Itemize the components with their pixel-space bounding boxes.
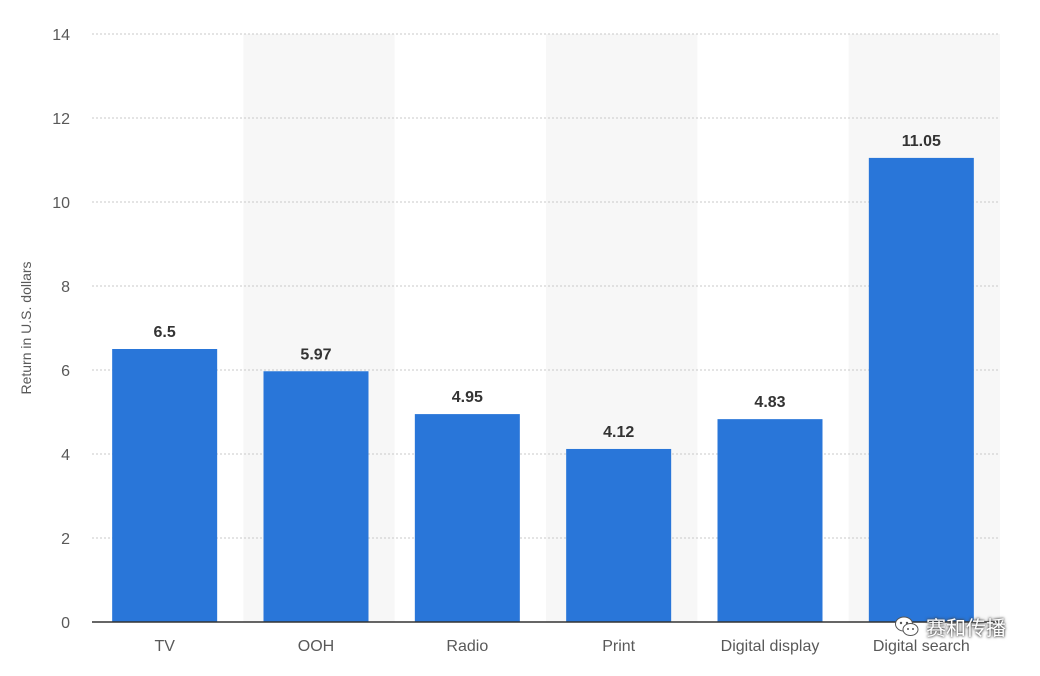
alternating-bands xyxy=(243,34,1000,622)
x-tick-label: Digital display xyxy=(721,638,820,655)
value-label: 4.83 xyxy=(754,394,785,411)
y-tick-label: 8 xyxy=(61,279,70,296)
y-axis-ticks: 0 2 4 6 8 10 12 14 xyxy=(52,27,70,632)
value-label: 11.05 xyxy=(902,133,941,150)
x-tick-label: TV xyxy=(154,638,175,655)
bars xyxy=(112,157,974,622)
y-axis-title: Return in U.S. dollars xyxy=(18,261,34,394)
wechat-icon xyxy=(895,616,919,636)
y-tick-label: 4 xyxy=(61,447,70,464)
bar xyxy=(414,414,520,622)
y-tick-label: 14 xyxy=(52,27,70,44)
bar xyxy=(112,349,218,622)
y-tick-label: 2 xyxy=(61,531,70,548)
value-labels: 6.5 5.97 4.95 4.12 4.83 11.05 xyxy=(154,133,941,441)
x-tick-label: OOH xyxy=(298,638,334,655)
y-tick-label: 10 xyxy=(52,195,70,212)
y-tick-label: 12 xyxy=(52,111,70,128)
x-axis-labels: TV OOH Radio Print Digital display Digital se… xyxy=(154,638,969,655)
y-tick-label: 0 xyxy=(61,615,70,632)
bar xyxy=(717,419,823,622)
bar xyxy=(263,371,369,622)
x-tick-label: Print xyxy=(602,638,635,655)
gridlines xyxy=(92,33,1000,539)
x-tick-label: Radio xyxy=(446,638,488,655)
bar xyxy=(868,157,974,622)
value-label: 5.97 xyxy=(300,346,331,363)
value-label: 4.95 xyxy=(452,389,483,406)
y-tick-label: 6 xyxy=(61,363,70,380)
value-label: 4.12 xyxy=(603,424,634,441)
watermark: 赛和传播 xyxy=(894,612,1006,641)
x-tick-label: Digital search xyxy=(873,638,970,655)
value-label: 6.5 xyxy=(154,324,176,341)
bar xyxy=(566,448,672,622)
watermark-text: 赛和传播 xyxy=(926,616,1006,640)
